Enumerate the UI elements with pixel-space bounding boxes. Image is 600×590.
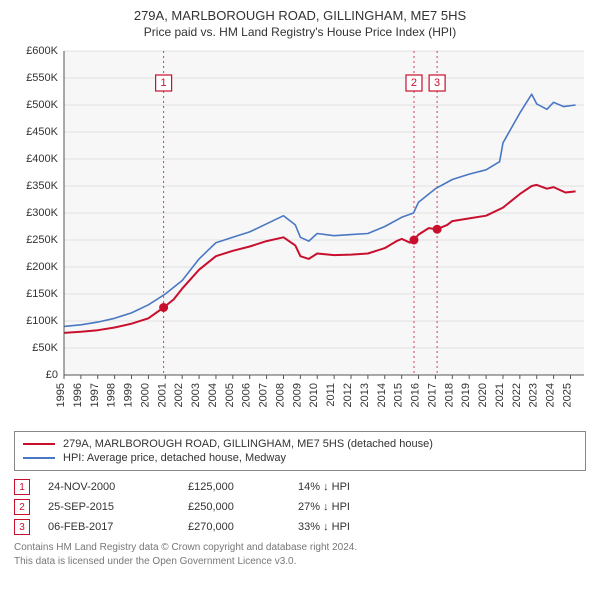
svg-text:2016: 2016 xyxy=(410,383,422,407)
svg-text:£50K: £50K xyxy=(32,342,58,354)
svg-text:£600K: £600K xyxy=(26,45,58,57)
event-price: £125,000 xyxy=(188,481,298,493)
svg-text:2019: 2019 xyxy=(460,383,472,407)
legend-item: 279A, MARLBOROUGH ROAD, GILLINGHAM, ME7 … xyxy=(23,438,577,450)
legend-label: 279A, MARLBOROUGH ROAD, GILLINGHAM, ME7 … xyxy=(63,438,433,450)
svg-text:£450K: £450K xyxy=(26,126,58,138)
attribution-line: Contains HM Land Registry data © Crown c… xyxy=(14,541,586,555)
svg-text:3: 3 xyxy=(434,77,440,89)
svg-text:2010: 2010 xyxy=(308,383,320,407)
svg-text:1: 1 xyxy=(161,77,167,89)
svg-text:£350K: £350K xyxy=(26,180,58,192)
chart-title: 279A, MARLBOROUGH ROAD, GILLINGHAM, ME7 … xyxy=(10,8,590,23)
svg-text:2018: 2018 xyxy=(443,383,455,407)
attribution-line: This data is licensed under the Open Gov… xyxy=(14,555,586,569)
svg-text:2017: 2017 xyxy=(426,383,438,407)
svg-text:2008: 2008 xyxy=(274,383,286,407)
svg-text:£550K: £550K xyxy=(26,72,58,84)
svg-text:2020: 2020 xyxy=(477,383,489,407)
svg-text:2002: 2002 xyxy=(173,383,185,407)
svg-text:2023: 2023 xyxy=(528,383,540,407)
legend-item: HPI: Average price, detached house, Medw… xyxy=(23,452,577,464)
event-date: 06-FEB-2017 xyxy=(48,521,188,533)
event-date: 25-SEP-2015 xyxy=(48,501,188,513)
svg-text:2009: 2009 xyxy=(291,383,303,407)
svg-text:2011: 2011 xyxy=(325,383,337,407)
event-price: £270,000 xyxy=(188,521,298,533)
svg-text:£200K: £200K xyxy=(26,261,58,273)
svg-text:1997: 1997 xyxy=(89,383,101,407)
legend-swatch xyxy=(23,443,55,446)
svg-text:2000: 2000 xyxy=(139,383,151,407)
svg-text:2022: 2022 xyxy=(511,383,523,407)
svg-text:2013: 2013 xyxy=(359,383,371,407)
svg-text:£300K: £300K xyxy=(26,207,58,219)
event-row: 2 25-SEP-2015£250,00027% ↓ HPI xyxy=(14,499,586,515)
event-delta: 27% ↓ HPI xyxy=(298,501,350,513)
svg-text:£400K: £400K xyxy=(26,153,58,165)
svg-text:2025: 2025 xyxy=(561,383,573,407)
price-chart: £0 £50K £100K £150K £200K £250K £300K £350K £400… xyxy=(12,45,588,425)
svg-text:2001: 2001 xyxy=(156,383,168,407)
legend-swatch xyxy=(23,457,55,460)
event-row: 1 24-NOV-2000£125,00014% ↓ HPI xyxy=(14,479,586,495)
svg-text:1999: 1999 xyxy=(123,383,135,407)
svg-text:2024: 2024 xyxy=(545,383,557,407)
svg-text:1995: 1995 xyxy=(55,383,67,407)
chart-canvas: £0 £50K £100K £150K £200K £250K £300K £350K £400… xyxy=(12,45,588,425)
svg-text:2012: 2012 xyxy=(342,383,354,407)
svg-text:£0: £0 xyxy=(46,369,58,381)
svg-text:2006: 2006 xyxy=(241,383,253,407)
svg-text:£100K: £100K xyxy=(26,315,58,327)
legend-label: HPI: Average price, detached house, Medw… xyxy=(63,452,286,464)
svg-text:2005: 2005 xyxy=(224,383,236,407)
svg-text:£250K: £250K xyxy=(26,234,58,246)
svg-text:1998: 1998 xyxy=(106,383,118,407)
svg-text:2015: 2015 xyxy=(393,383,405,407)
svg-text:2014: 2014 xyxy=(376,383,388,407)
svg-text:2003: 2003 xyxy=(190,383,202,407)
event-marker-box: 1 xyxy=(14,479,30,495)
svg-text:2004: 2004 xyxy=(207,383,219,407)
event-marker-box: 2 xyxy=(14,499,30,515)
chart-subtitle: Price paid vs. HM Land Registry's House … xyxy=(10,25,590,39)
event-date: 24-NOV-2000 xyxy=(48,481,188,493)
event-marker-box: 3 xyxy=(14,519,30,535)
svg-text:£500K: £500K xyxy=(26,99,58,111)
svg-text:2021: 2021 xyxy=(494,383,506,407)
legend: 279A, MARLBOROUGH ROAD, GILLINGHAM, ME7 … xyxy=(14,431,586,471)
event-delta: 14% ↓ HPI xyxy=(298,481,350,493)
svg-text:2: 2 xyxy=(411,77,417,89)
event-table: 1 24-NOV-2000£125,00014% ↓ HPI 2 25-SEP-201… xyxy=(14,479,586,535)
event-delta: 33% ↓ HPI xyxy=(298,521,350,533)
event-row: 3 06-FEB-2017£270,00033% ↓ HPI xyxy=(14,519,586,535)
svg-text:£150K: £150K xyxy=(26,288,58,300)
svg-text:1996: 1996 xyxy=(72,383,84,407)
event-price: £250,000 xyxy=(188,501,298,513)
svg-text:2007: 2007 xyxy=(258,383,270,407)
attribution: Contains HM Land Registry data © Crown c… xyxy=(14,541,586,568)
